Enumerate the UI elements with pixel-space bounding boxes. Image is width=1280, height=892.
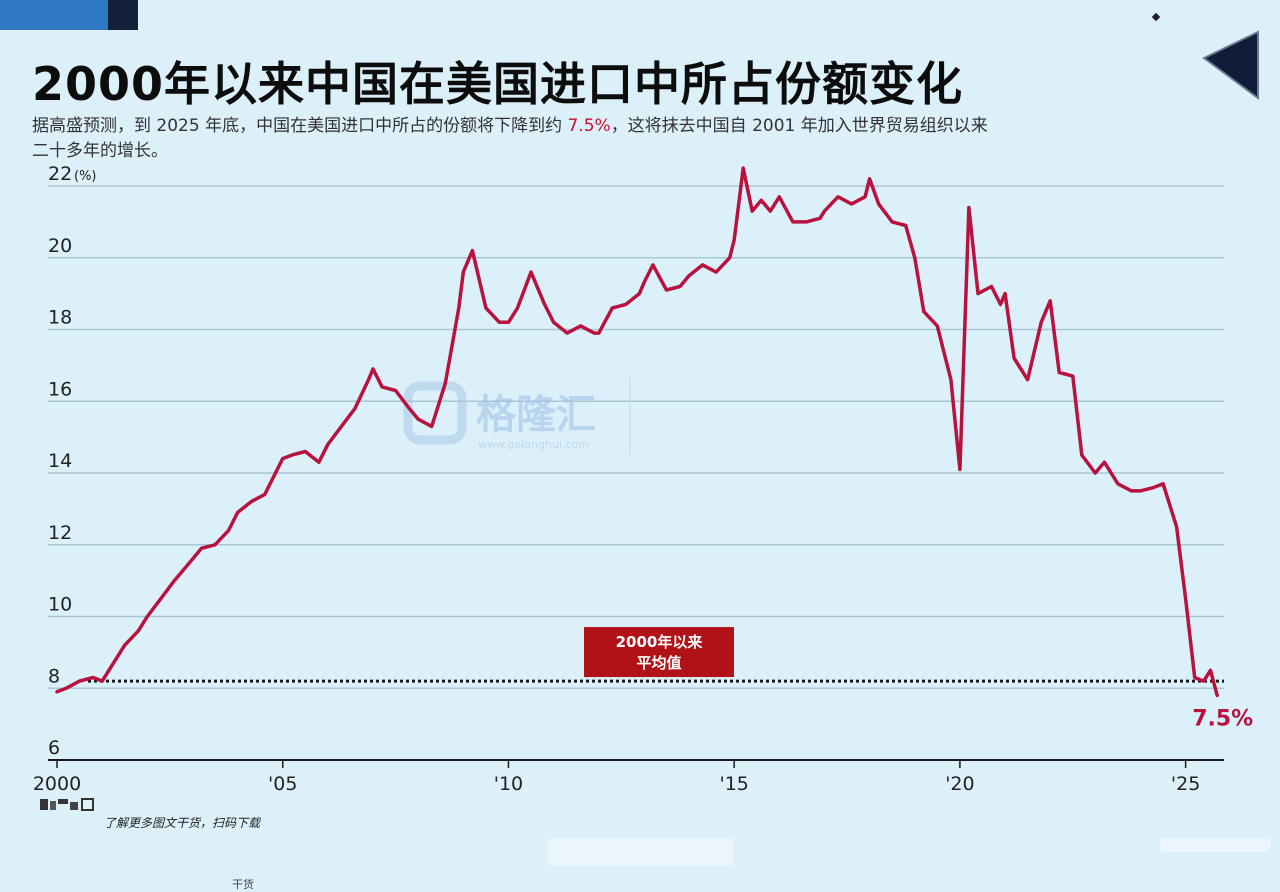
- page-subtitle: 据高盛预测，到 2025 年底，中国在美国进口中所占的份额将下降到约 7.5%，…: [32, 114, 992, 164]
- footer-small-text: 干货: [232, 878, 254, 891]
- average-label-line1: 2000年以来: [616, 633, 704, 651]
- average-label-box: [584, 627, 734, 678]
- series-line: [55, 166, 1219, 698]
- y-tick-label: 22: [48, 163, 72, 185]
- x-tick-label: '20: [945, 773, 974, 795]
- y-tick-label: 6: [48, 737, 60, 759]
- y-tick-label: 8: [48, 665, 60, 687]
- subtitle-text-after: ，这将抹去中国自 2001 年加入世界贸易组织以来二十多年的增长。: [32, 116, 988, 161]
- x-tick-label: '25: [1171, 773, 1200, 795]
- grid-layer: [48, 185, 1224, 689]
- page-title: 2000年以来中国在美国进口中所占份额变化: [32, 57, 964, 111]
- watermark: 格隆汇 www.gelonghui.com: [403, 378, 631, 454]
- corner-decoration-dark: [108, 0, 138, 30]
- axis-layer: 6 8 10 12 14 16 18 20 22 (%) 2000 '05 '10 '15 '20 '25: [33, 163, 1224, 795]
- footer-promo-text: 了解更多图文干货，扫码下载: [104, 816, 261, 830]
- y-unit-label: (%): [74, 169, 97, 184]
- y-tick-label: 16: [48, 378, 72, 400]
- corner-mark: [1151, 12, 1161, 22]
- watermark-logo-icon: [403, 381, 467, 445]
- y-tick-label: 20: [48, 235, 72, 257]
- watermark-text: 格隆汇: [476, 392, 596, 438]
- back-arrow-icon[interactable]: [1198, 30, 1262, 100]
- x-tick-label: 2000: [33, 773, 81, 795]
- qr-code-icon[interactable]: [40, 798, 94, 812]
- y-tick-label: 14: [48, 450, 72, 472]
- subtitle-text-before: 据高盛预测，到 2025 年底，中国在美国进口中所占的份额将下降到约: [32, 116, 568, 136]
- subtitle-highlight: 7.5%: [567, 116, 611, 136]
- end-value-label: 7.5%: [1192, 706, 1253, 731]
- series-layer: 7.5%: [55, 166, 1253, 731]
- x-tick-label: '10: [494, 773, 523, 795]
- y-tick-label: 12: [48, 522, 72, 544]
- y-tick-label: 18: [48, 307, 72, 329]
- x-tick-label: '05: [268, 773, 297, 795]
- watermark-url: www.gelonghui.com: [478, 438, 589, 451]
- x-tick-label: '15: [719, 773, 748, 795]
- footer-redacted-block: [548, 838, 733, 866]
- average-label-line2: 平均值: [636, 654, 681, 672]
- footer-redacted-block-2: [1160, 838, 1270, 852]
- y-tick-label: 10: [48, 594, 72, 616]
